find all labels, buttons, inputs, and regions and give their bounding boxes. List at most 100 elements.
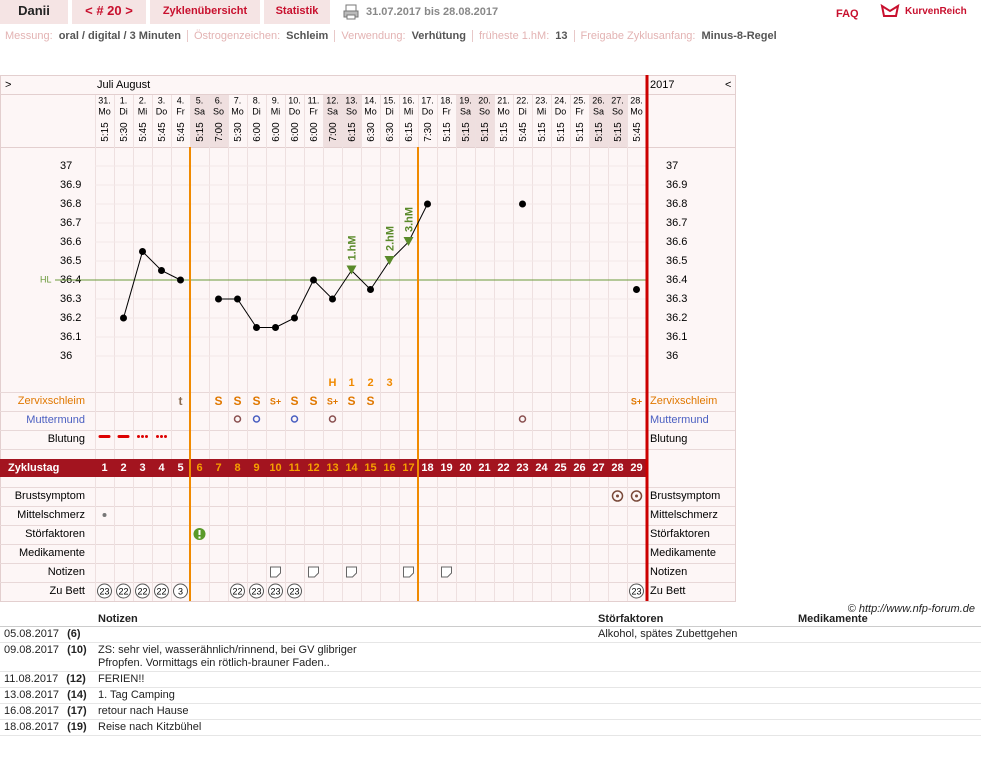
- date-label: 24.: [554, 95, 567, 105]
- weekend-shade: [589, 95, 608, 147]
- hm-label: 2.hM: [384, 226, 396, 251]
- weekday-label: Sa: [194, 106, 205, 116]
- temperature-point: [177, 276, 184, 284]
- weekday-label: Fr: [575, 106, 584, 116]
- info-label: Östrogenzeichen:: [193, 30, 281, 42]
- tab[interactable]: Statistik: [264, 0, 330, 24]
- weekday-label: Mi: [537, 106, 547, 116]
- date-cell: 05.08.2017 (6): [0, 626, 94, 643]
- cycle-day: 29: [630, 462, 642, 474]
- row-label: Muttermund: [26, 414, 85, 426]
- note-date: 18.08.2017: [4, 721, 60, 733]
- mucus-entry: S: [347, 394, 355, 408]
- bedtime: 23: [251, 586, 261, 596]
- note-med: [794, 626, 981, 643]
- y-tick-label: 37: [666, 160, 678, 172]
- tab[interactable]: Zyklenübersicht: [150, 0, 260, 24]
- time-label: 5:15: [442, 122, 453, 142]
- bleeding-mark: [137, 435, 140, 438]
- bedtime-circle: [268, 583, 283, 599]
- date-label: 8.: [253, 95, 261, 105]
- weekday-label: Fr: [309, 106, 318, 116]
- y-tick-label: 37: [60, 160, 72, 172]
- info-value: Schleim: [286, 30, 329, 42]
- date-label: 10.: [288, 95, 301, 105]
- cycle-day: 15: [364, 462, 376, 474]
- note-day: (12): [66, 673, 86, 685]
- time-label: 7:00: [328, 122, 339, 142]
- time-label: 5:15: [499, 122, 510, 142]
- bedtime: 23: [631, 586, 641, 596]
- date-label: 17.: [421, 95, 434, 105]
- note-med: [794, 703, 981, 720]
- weekend-shade: [190, 95, 209, 147]
- faq-link[interactable]: FAQ: [836, 8, 859, 20]
- note-row: 05.08.2017 (6) Alkohol, spätes Zubettgehen: [0, 626, 981, 643]
- cycle-day: 19: [440, 462, 452, 474]
- row-label: Muttermund: [650, 414, 709, 426]
- note-row: 13.08.2017 (14) 1. Tag Camping: [0, 687, 981, 704]
- date-label: 9.: [272, 95, 280, 105]
- y-tick-label: 36.5: [60, 255, 81, 267]
- weekend-shade: [323, 95, 342, 147]
- date-label: 1.: [120, 95, 128, 105]
- nav-prev[interactable]: >: [5, 79, 11, 91]
- row-label: Zu Bett: [50, 585, 85, 597]
- phase-label: 3: [386, 377, 392, 389]
- row-label: Zervixschleim: [650, 395, 717, 407]
- breast-icon: [611, 490, 624, 502]
- cycle-day: 10: [269, 462, 281, 474]
- cycle-day: 2: [120, 462, 126, 474]
- weekday-label: Mo: [231, 106, 244, 116]
- bleeding-mark: [164, 435, 167, 438]
- info-label: Freigabe Zyklusanfang:: [580, 30, 696, 42]
- phase-label: H: [329, 377, 337, 389]
- date-label: 31.: [98, 95, 111, 105]
- y-tick-label: 36.5: [666, 255, 687, 267]
- weekday-label: Do: [289, 106, 301, 116]
- note-day: (14): [67, 689, 87, 701]
- mucus-entry: S: [233, 394, 241, 408]
- weekday-label: Do: [156, 106, 168, 116]
- note-stoer: [594, 703, 794, 720]
- bleeding-mark: [98, 435, 111, 438]
- cycle-day: 1: [101, 462, 107, 474]
- date-label: 16.: [402, 95, 415, 105]
- date-label: 7.: [234, 95, 242, 105]
- bedtime-circle: [154, 583, 169, 599]
- print-icon[interactable]: [343, 4, 359, 20]
- phase-label: 1: [348, 377, 354, 389]
- date-label: 6.: [215, 95, 223, 105]
- note-note: 1. Tag Camping: [94, 687, 594, 704]
- time-label: 5:15: [575, 122, 586, 142]
- phase-label: 2: [367, 377, 373, 389]
- note-stoer: [594, 642, 794, 672]
- y-tick-label: 36.9: [666, 179, 687, 191]
- bedtime: 23: [289, 586, 299, 596]
- time-label: 5:45: [518, 122, 529, 142]
- hm-label: 3.hM: [403, 207, 415, 232]
- y-tick-label: 36.7: [666, 217, 687, 229]
- year: 2017: [650, 79, 674, 91]
- info-value: Verhütung: [411, 30, 466, 42]
- bleeding-mark: [160, 435, 163, 438]
- cycle-day: 13: [326, 462, 338, 474]
- y-tick-label: 36: [60, 350, 72, 362]
- cycle-nav[interactable]: < # 20 >: [72, 0, 146, 24]
- disturbance-icon: [198, 536, 201, 539]
- note-date: 16.08.2017: [4, 705, 60, 717]
- y-tick-label: 36.2: [666, 312, 687, 324]
- date-range: 31.07.2017 bis 28.08.2017: [366, 6, 499, 18]
- bleeding-mark: [156, 435, 159, 438]
- hm-marker: [346, 265, 357, 275]
- time-label: 5:45: [157, 122, 168, 142]
- bedtime-circle: [629, 583, 644, 599]
- note-day: (19): [67, 721, 87, 733]
- logo[interactable]: KurvenReich: [905, 6, 967, 17]
- cervix-icon: [252, 415, 261, 423]
- time-label: 6:00: [271, 122, 282, 142]
- time-label: 6:30: [366, 122, 377, 142]
- mucus-entry: S: [290, 394, 298, 408]
- note-date: 13.08.2017: [4, 689, 60, 701]
- cycle-day: 12: [307, 462, 319, 474]
